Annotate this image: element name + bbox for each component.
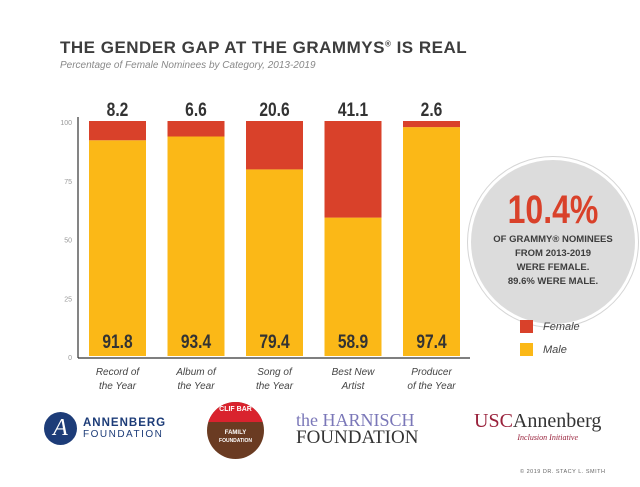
x-category-label: Record of bbox=[96, 367, 141, 378]
legend-swatch-female bbox=[520, 320, 533, 333]
x-category-label: of the Year bbox=[407, 381, 456, 392]
y-tick-label: 25 bbox=[64, 296, 72, 303]
bar-male bbox=[324, 217, 382, 356]
bar-female bbox=[167, 121, 225, 137]
female-value-label: 2.6 bbox=[421, 99, 443, 121]
x-category-label: the Year bbox=[99, 381, 137, 392]
summary-callout: 10.4% OF GRAMMY® NOMINEES FROM 2013-2019 W… bbox=[471, 160, 635, 324]
legend-female: Female bbox=[520, 320, 580, 333]
bar-female bbox=[324, 121, 382, 218]
x-category-label: Best New bbox=[332, 367, 376, 378]
bar-female bbox=[89, 121, 146, 141]
x-category-label: Song of bbox=[257, 367, 293, 378]
stacked-bar-chart: 0 25 50 75 100 8.2 91.8 Record of the Year 6.6 93.… bbox=[60, 99, 470, 392]
bar-male bbox=[89, 140, 146, 356]
bar-female bbox=[403, 121, 460, 128]
x-category-label: Artist bbox=[341, 381, 366, 392]
legend-male: Male bbox=[520, 343, 567, 356]
annenberg-foundation-logo: A ANNENBERG FOUNDATION bbox=[44, 412, 166, 445]
male-value-label: 93.4 bbox=[181, 331, 212, 353]
harnisch-foundation-logo: the HARNISCH FOUNDATION bbox=[296, 410, 419, 448]
copyright: © 2019 DR. STACY L. SMITH bbox=[520, 469, 606, 475]
x-category-label: Producer bbox=[411, 367, 452, 378]
callout-value: 10.4% bbox=[507, 188, 599, 232]
y-tick-label: 0 bbox=[68, 355, 72, 362]
legend-swatch-male bbox=[520, 343, 533, 356]
clif-bar-foundation-logo: CLIF BAR FAMILY FOUNDATION bbox=[207, 402, 264, 459]
bar-female bbox=[246, 121, 303, 170]
female-value-label: 6.6 bbox=[185, 99, 207, 121]
callout-text: OF GRAMMY® NOMINEES FROM 2013-2019 WERE FE… bbox=[493, 234, 613, 287]
bar-male bbox=[403, 127, 460, 356]
female-value-label: 20.6 bbox=[259, 99, 290, 121]
x-category-label: the Year bbox=[256, 381, 294, 392]
chart-subtitle: Percentage of Female Nominees by Categor… bbox=[60, 60, 316, 71]
bar-male bbox=[246, 169, 303, 356]
male-value-label: 91.8 bbox=[102, 331, 133, 353]
male-value-label: 79.4 bbox=[259, 331, 290, 353]
x-category-label: Album of bbox=[175, 367, 217, 378]
y-tick-label: 100 bbox=[60, 120, 72, 127]
usc-annenberg-logo: USCAnnenberg Inclusion Initiative bbox=[474, 410, 602, 442]
female-value-label: 8.2 bbox=[107, 99, 129, 121]
male-value-label: 97.4 bbox=[416, 331, 447, 353]
bar-male bbox=[167, 136, 225, 356]
chart-title: THE GENDER GAP AT THE GRAMMYS® IS REAL bbox=[60, 38, 468, 57]
male-value-label: 58.9 bbox=[338, 331, 369, 353]
y-tick-label: 75 bbox=[64, 179, 72, 186]
x-category-label: the Year bbox=[177, 381, 215, 392]
y-tick-label: 50 bbox=[64, 238, 72, 245]
female-value-label: 41.1 bbox=[338, 99, 369, 121]
